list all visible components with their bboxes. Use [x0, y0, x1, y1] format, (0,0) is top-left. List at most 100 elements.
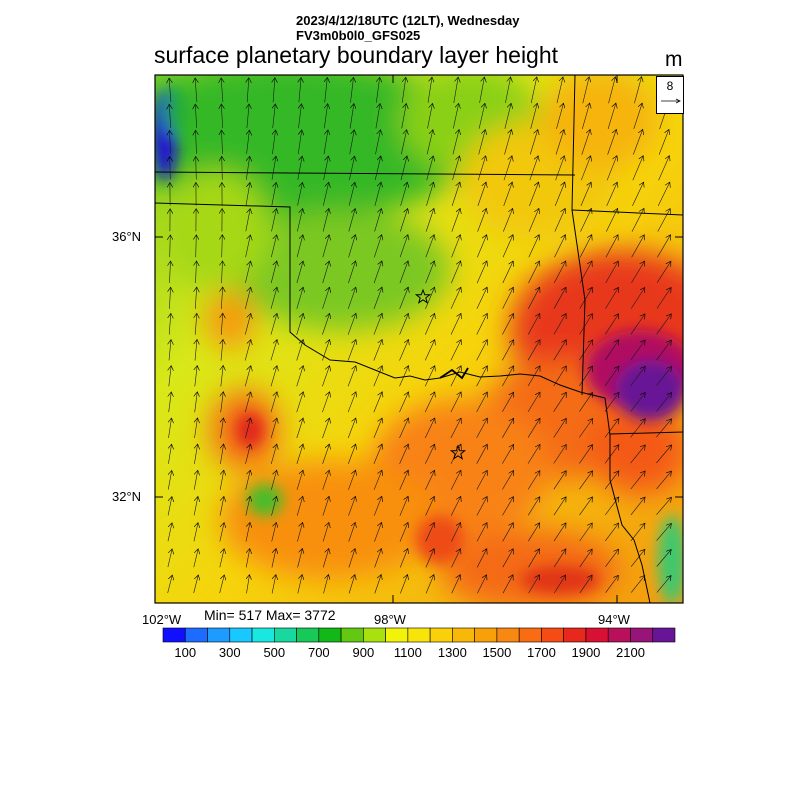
min-max-stats: Min= 517 Max= 3772: [204, 607, 336, 623]
wind-arrow: [502, 287, 514, 309]
wind-arrow: [504, 103, 511, 129]
wind-arrow: [167, 497, 172, 516]
wind-arrow: [579, 366, 592, 387]
wind-arrow: [502, 314, 513, 335]
wind-arrow: [271, 470, 276, 490]
wind-arrow: [347, 340, 356, 361]
wind-arrow: [553, 314, 566, 335]
wind-arrow: [658, 129, 669, 155]
wind-arrow: [348, 444, 355, 465]
wind-arrow: [527, 340, 540, 361]
wind-arrow: [656, 576, 671, 593]
arrow-right-icon: [661, 98, 681, 104]
wind-arrow: [476, 470, 487, 490]
wind-arrow: [477, 235, 486, 258]
wind-arrow: [322, 470, 330, 490]
wind-arrow: [271, 209, 277, 232]
wind-arrow: [656, 419, 671, 438]
wind-arrow: [502, 340, 513, 361]
wind-arrow: [450, 496, 461, 516]
wind-arrow: [299, 104, 302, 129]
wind-arrow: [169, 104, 170, 128]
wind-arrow: [553, 523, 566, 542]
wind-arrow: [605, 287, 619, 309]
wind-arrow: [401, 130, 406, 155]
wind-arrow: [374, 575, 381, 594]
wind-arrow: [527, 314, 540, 335]
wind-arrow: [450, 313, 461, 335]
wind-arrow: [502, 471, 513, 490]
wind-arrow: [425, 313, 434, 335]
wind-arrow: [477, 575, 486, 594]
wind-arrow: [528, 287, 539, 309]
wind-arrow: [245, 470, 251, 490]
wind-arrow: [195, 104, 196, 128]
wind-arrow: [579, 471, 592, 490]
wind-arrow: [347, 418, 356, 439]
wind-arrow: [222, 156, 223, 180]
wind-arrow: [322, 418, 330, 439]
wind-arrow: [322, 444, 330, 464]
wind-arrow: [322, 287, 330, 309]
wind-arrow: [656, 366, 672, 386]
wind-arrow: [503, 208, 512, 232]
wind-arrow: [605, 314, 618, 335]
wind-arrow: [476, 261, 487, 284]
wind-arrow: [193, 523, 198, 542]
wind-arrow: [604, 366, 619, 386]
wind-arrow: [451, 235, 461, 258]
wind-arrow: [271, 496, 277, 516]
wind-arrow: [270, 261, 277, 284]
wind-arrow: [323, 575, 329, 594]
wind-arrow: [553, 445, 567, 464]
wind-arrow: [607, 129, 617, 155]
wind-arrow: [450, 444, 461, 464]
wind-arrow: [246, 156, 249, 180]
model-name-header: FV3m0b0l0_GFS025: [296, 28, 421, 43]
wind-arrow: [656, 288, 671, 309]
wind-arrow: [351, 77, 354, 103]
wind-arrow: [631, 235, 645, 258]
wind-arrow: [219, 496, 224, 516]
wind-arrow: [399, 287, 409, 310]
wind-arrow: [245, 549, 250, 568]
lat-label-32n: 32°N: [112, 489, 142, 504]
wind-arrow: [271, 549, 276, 568]
wind-arrow: [195, 78, 197, 103]
wind-arrow: [476, 523, 487, 542]
wind-arrow: [630, 575, 645, 593]
wind-arrow: [322, 313, 329, 335]
wind-arrow: [633, 129, 642, 155]
wind-arrow: [399, 522, 408, 542]
wind-arrow: [245, 418, 250, 439]
wind-arrow: [634, 77, 641, 104]
wind-arrow: [193, 549, 198, 568]
wind-arrow: [170, 261, 171, 283]
wind-arrow: [450, 418, 461, 439]
wind-arrow: [195, 418, 198, 439]
wind-arrow: [553, 549, 566, 568]
wind-arrow: [219, 470, 224, 490]
wind-arrow: [630, 393, 646, 412]
wind-arrow: [297, 549, 303, 568]
wind-arrow: [169, 392, 172, 413]
state-borders: [154, 74, 684, 604]
wind-arrow: [527, 392, 540, 413]
wind-arrow: [322, 209, 329, 232]
wind-arrow: [527, 444, 540, 464]
wind-arrow: [607, 103, 616, 129]
wind-arrow: [580, 182, 591, 207]
wind-arrow: [373, 496, 382, 516]
wind-arrow: [193, 470, 198, 490]
wind-arrow: [373, 470, 382, 490]
wind-arrow: [244, 340, 251, 361]
wind-arrow: [553, 418, 567, 438]
wind-arrow: [476, 287, 487, 309]
wind-arrow: [451, 261, 460, 284]
wind-arrow: [296, 418, 303, 439]
wind-arrow: [322, 392, 329, 413]
wind-arrow: [453, 77, 458, 103]
wind-arrow: [401, 77, 406, 103]
wind-arrow: [502, 444, 513, 464]
wind-arrow: [426, 130, 433, 155]
